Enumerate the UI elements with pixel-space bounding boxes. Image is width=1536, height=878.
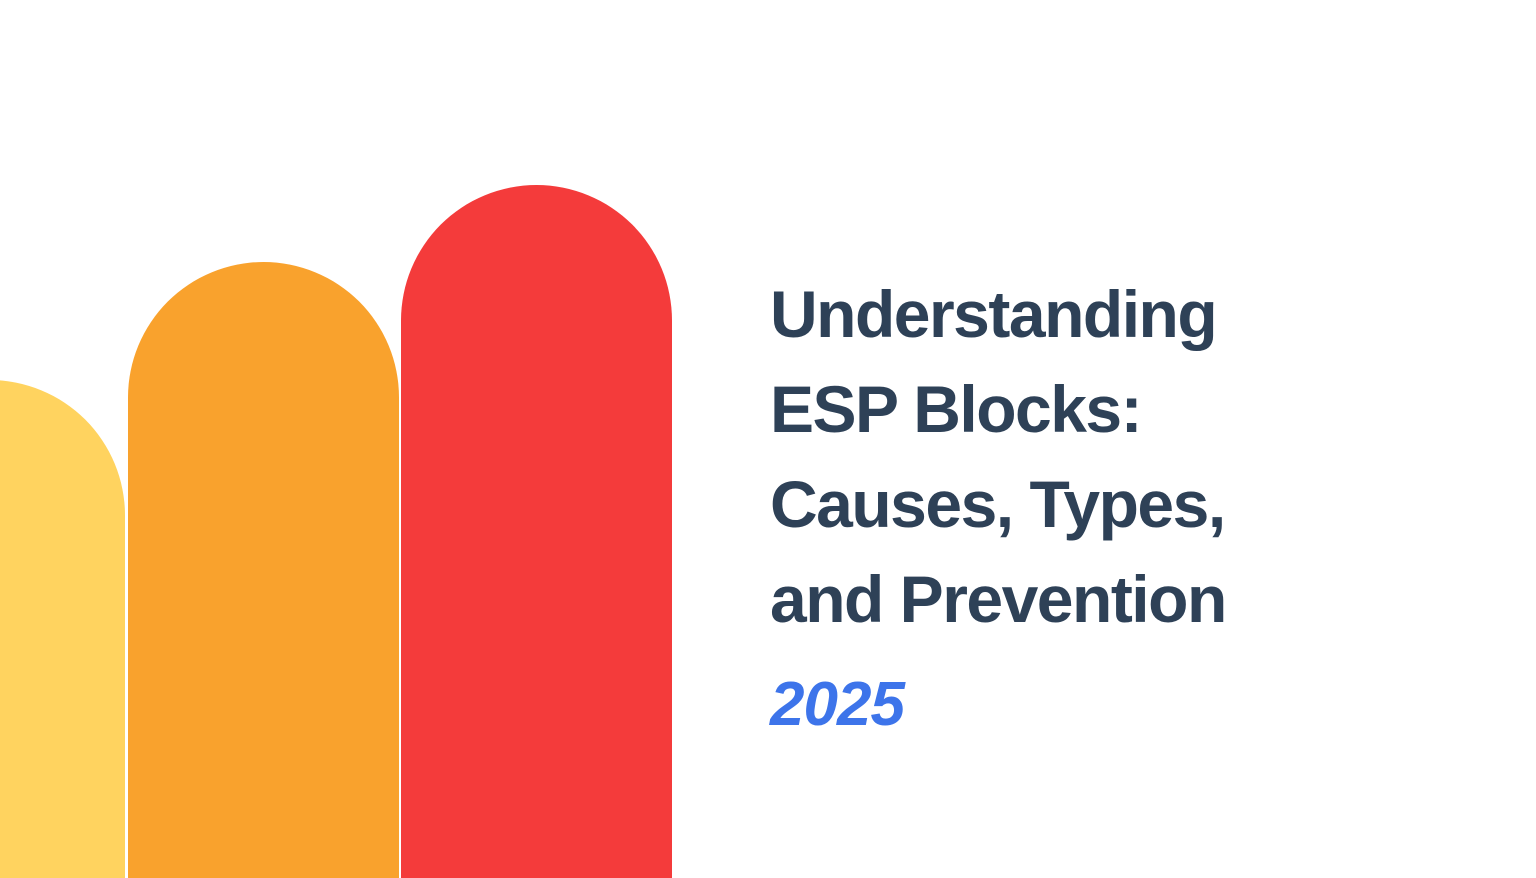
- page-title-line-2: ESP Blocks:: [770, 372, 1143, 446]
- page-title: Understanding ESP Blocks: Causes, Types,…: [770, 267, 1330, 647]
- decorative-bar-orange: [128, 262, 399, 878]
- year-label: 2025: [770, 670, 905, 739]
- page-title-line-3: Causes, Types,: [770, 467, 1226, 541]
- page-title-line-1: Understanding: [770, 277, 1218, 351]
- page-title-line-4: and Prevention: [770, 562, 1227, 636]
- title-block: Understanding ESP Blocks: Causes, Types,…: [770, 267, 1330, 740]
- decorative-bar-red: [401, 185, 672, 878]
- decorative-bar-yellow: [0, 380, 125, 878]
